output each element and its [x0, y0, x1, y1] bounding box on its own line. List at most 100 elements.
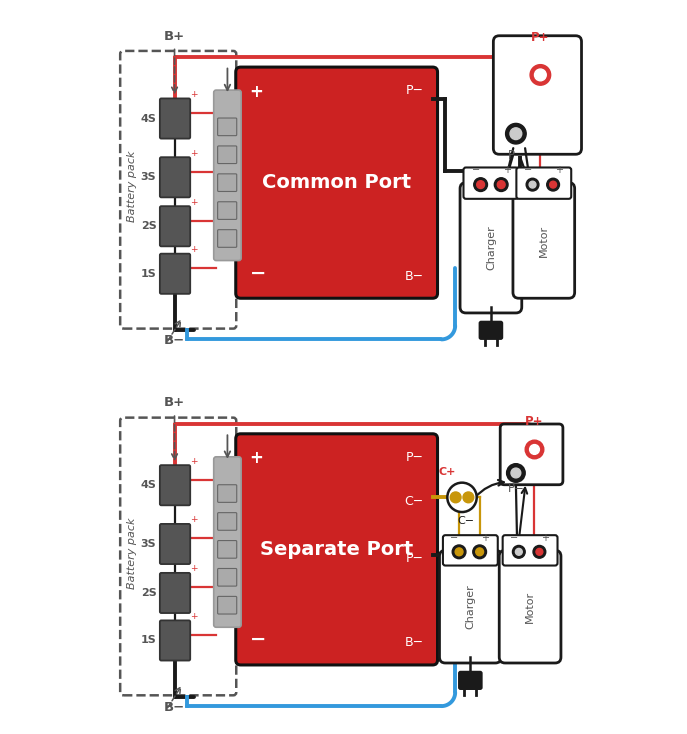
Text: −: − — [249, 264, 266, 283]
FancyBboxPatch shape — [218, 512, 237, 530]
Text: 2S: 2S — [141, 588, 157, 598]
Text: 1S: 1S — [141, 269, 157, 279]
Text: Separate Port: Separate Port — [260, 540, 414, 559]
FancyBboxPatch shape — [218, 118, 237, 136]
FancyBboxPatch shape — [160, 573, 190, 613]
Circle shape — [511, 468, 521, 478]
FancyBboxPatch shape — [218, 174, 237, 192]
Circle shape — [475, 548, 484, 556]
Text: P−: P− — [508, 482, 524, 495]
Circle shape — [495, 178, 508, 192]
FancyBboxPatch shape — [218, 597, 237, 614]
Text: 4S: 4S — [141, 480, 157, 490]
Circle shape — [529, 181, 536, 188]
Circle shape — [506, 464, 525, 482]
Text: P−: P− — [508, 149, 524, 162]
Text: Common Port: Common Port — [262, 173, 412, 192]
FancyBboxPatch shape — [503, 535, 558, 565]
FancyBboxPatch shape — [493, 36, 581, 154]
Text: P−: P− — [406, 451, 424, 464]
FancyBboxPatch shape — [160, 206, 190, 247]
Circle shape — [452, 545, 466, 559]
FancyBboxPatch shape — [443, 535, 498, 565]
Text: +: + — [190, 197, 197, 207]
Text: +: + — [190, 457, 197, 465]
Text: P−: P− — [406, 84, 424, 97]
Circle shape — [525, 440, 544, 459]
FancyBboxPatch shape — [214, 90, 241, 261]
Text: +: + — [249, 83, 263, 101]
Text: C−: C− — [405, 495, 424, 508]
FancyBboxPatch shape — [517, 167, 571, 199]
Circle shape — [513, 545, 525, 558]
Text: +: + — [190, 245, 197, 254]
Circle shape — [447, 483, 477, 512]
FancyBboxPatch shape — [160, 620, 190, 661]
Text: Motor: Motor — [525, 591, 535, 622]
Circle shape — [550, 181, 556, 188]
Text: −: − — [450, 533, 458, 542]
Text: P−: P− — [406, 553, 424, 565]
Text: 1S: 1S — [141, 636, 157, 645]
Text: Battery pack: Battery pack — [127, 517, 137, 589]
Text: +: + — [482, 533, 490, 542]
Text: +: + — [190, 90, 197, 99]
Text: C+: C+ — [438, 467, 456, 477]
Circle shape — [463, 492, 474, 503]
Text: +: + — [555, 165, 563, 175]
FancyBboxPatch shape — [160, 524, 190, 564]
Text: B+: B+ — [164, 396, 185, 410]
Text: P+: P+ — [531, 31, 550, 43]
Text: B−: B− — [164, 701, 185, 714]
FancyBboxPatch shape — [214, 457, 241, 628]
Text: 3S: 3S — [141, 172, 157, 182]
Circle shape — [526, 178, 539, 191]
FancyBboxPatch shape — [236, 67, 438, 298]
Text: C−: C− — [458, 516, 475, 526]
Text: +: + — [249, 449, 263, 468]
Text: 3S: 3S — [141, 539, 157, 549]
Text: Battery pack: Battery pack — [127, 150, 137, 222]
Text: +: + — [190, 564, 197, 573]
Circle shape — [534, 69, 546, 81]
FancyBboxPatch shape — [218, 540, 237, 558]
Text: −: − — [249, 631, 266, 650]
Text: −: − — [523, 165, 532, 175]
Text: −: − — [472, 165, 480, 175]
Circle shape — [477, 181, 484, 189]
FancyBboxPatch shape — [500, 424, 563, 484]
Circle shape — [533, 545, 545, 558]
Text: B−: B− — [405, 636, 424, 650]
Circle shape — [530, 445, 539, 454]
Text: Charger: Charger — [465, 584, 475, 629]
Circle shape — [450, 492, 461, 503]
Text: Charger: Charger — [486, 225, 496, 270]
Circle shape — [455, 548, 463, 556]
Text: B−: B− — [164, 334, 185, 347]
FancyBboxPatch shape — [160, 254, 190, 294]
FancyBboxPatch shape — [513, 183, 574, 298]
FancyBboxPatch shape — [459, 672, 482, 689]
Text: +: + — [190, 515, 197, 524]
FancyBboxPatch shape — [160, 98, 190, 139]
FancyBboxPatch shape — [218, 146, 237, 164]
Text: 4S: 4S — [141, 114, 157, 123]
FancyBboxPatch shape — [460, 183, 521, 313]
Circle shape — [536, 548, 543, 555]
FancyBboxPatch shape — [160, 157, 190, 197]
Circle shape — [515, 548, 522, 555]
Text: 2S: 2S — [141, 221, 157, 231]
Text: +: + — [190, 149, 197, 158]
Text: −: − — [510, 533, 518, 542]
FancyBboxPatch shape — [236, 434, 438, 665]
FancyBboxPatch shape — [218, 568, 237, 586]
Text: Motor: Motor — [539, 225, 549, 256]
FancyBboxPatch shape — [160, 465, 190, 505]
Text: +: + — [541, 533, 550, 542]
Text: B+: B+ — [164, 29, 185, 43]
Text: +: + — [503, 165, 511, 175]
FancyBboxPatch shape — [218, 484, 237, 502]
Circle shape — [497, 181, 505, 189]
Circle shape — [506, 123, 526, 144]
Text: P+: P+ — [526, 415, 543, 428]
